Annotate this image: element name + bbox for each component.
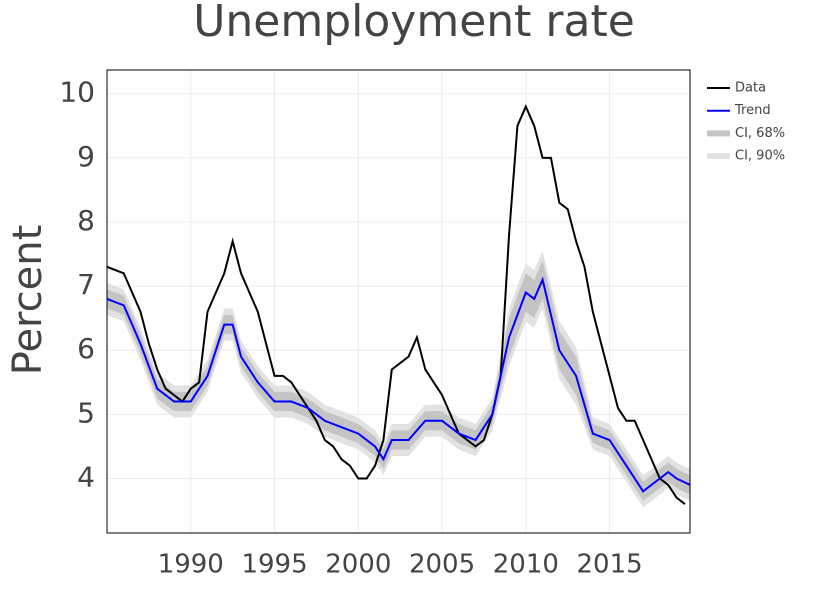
legend-label: CI, 90% (735, 149, 785, 164)
plot-border (106, 69, 691, 534)
y-tick-label: 4 (77, 460, 95, 493)
series-line (107, 276, 690, 493)
chart-title: Unemployment rate (193, 0, 635, 47)
legend: Data Trend CI, 68% CI, 90% (707, 81, 785, 164)
x-tick-label: 2000 (325, 550, 391, 580)
series-line (107, 104, 686, 505)
y-tick-label: 8 (77, 204, 95, 237)
y-tick-label: 9 (77, 140, 95, 173)
x-tick-label: 2010 (493, 550, 559, 580)
ci-band (107, 250, 690, 508)
x-tick-label: 1995 (241, 550, 307, 580)
y-tick-label: 7 (77, 268, 95, 301)
y-tick-label: 6 (77, 332, 95, 365)
grid (107, 70, 690, 533)
y-axis-label: Percent (5, 225, 51, 376)
ticks: 4 5 6 7 8 9 10 1990 1995 2000 2005 2010 2015 (59, 76, 642, 580)
y-tick-label: 5 (77, 396, 95, 429)
legend-label: Trend (734, 103, 771, 118)
legend-label: Data (735, 81, 766, 96)
plot-area (107, 104, 690, 508)
x-tick-label: 2005 (409, 550, 475, 580)
legend-label: CI, 68% (735, 126, 785, 141)
x-tick-label: 2015 (577, 550, 643, 580)
y-tick-label: 10 (59, 76, 95, 109)
x-tick-label: 1990 (158, 550, 224, 580)
ci-band (107, 260, 690, 501)
